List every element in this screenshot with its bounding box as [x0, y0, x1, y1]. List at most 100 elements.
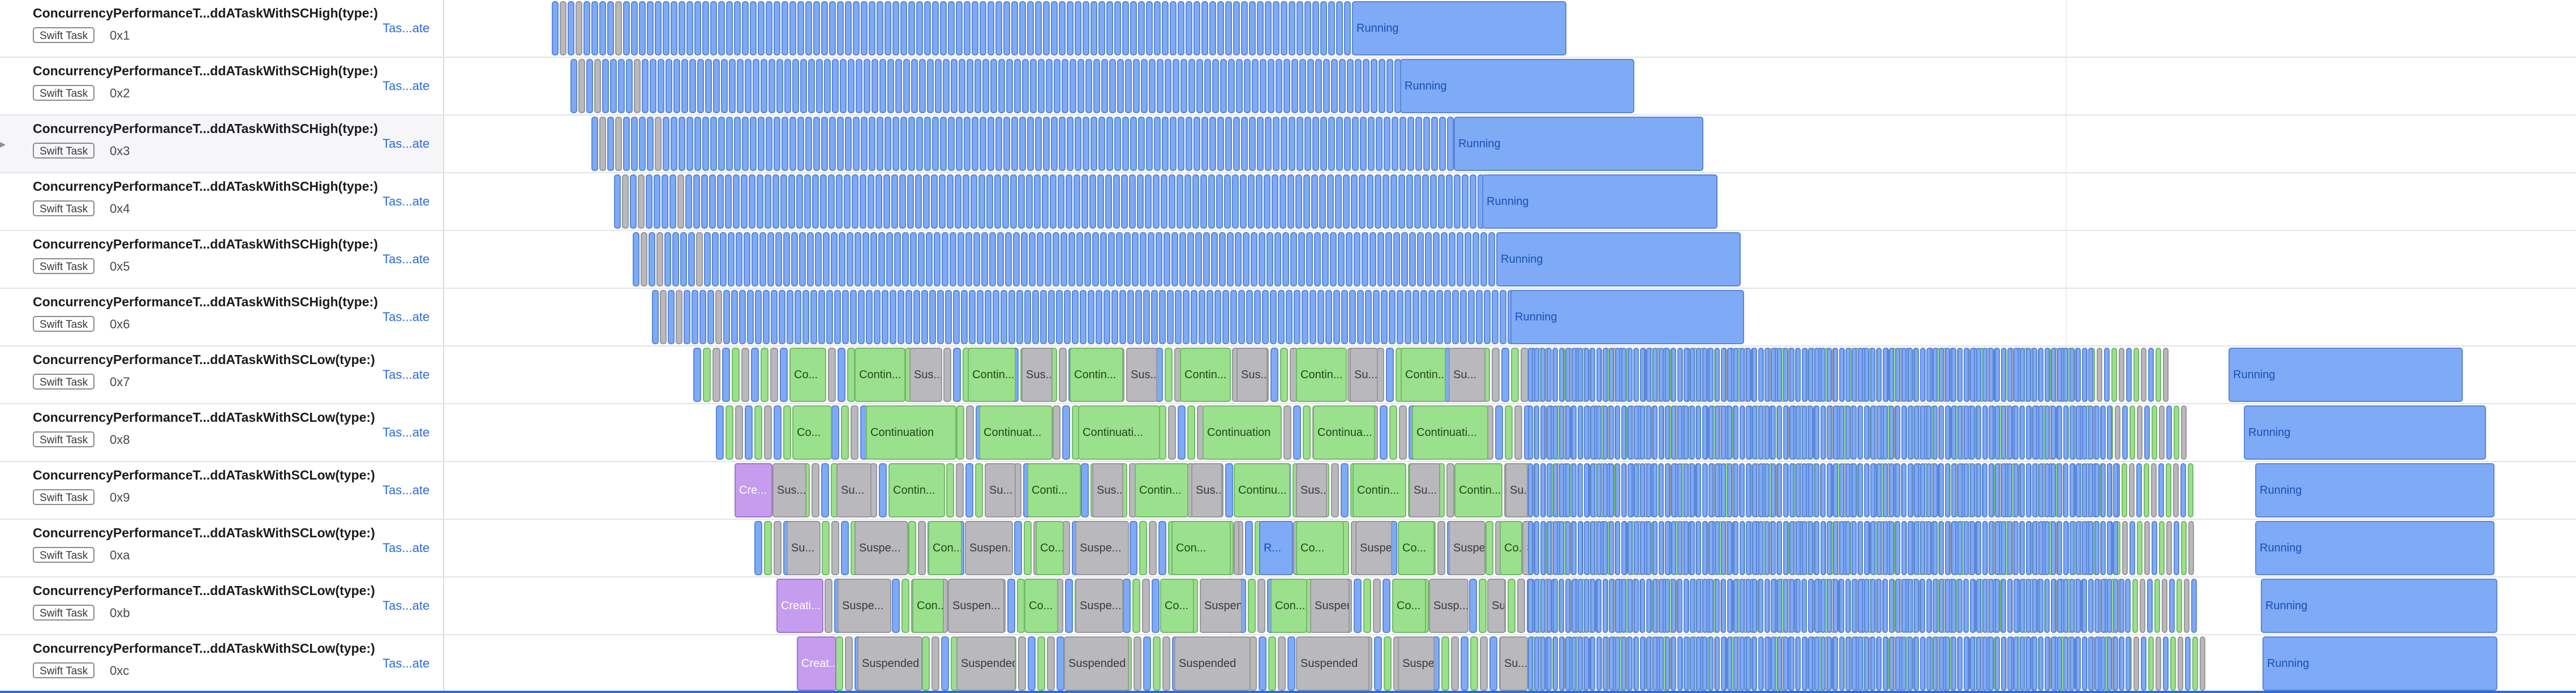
state-segment[interactable]: [1964, 463, 1969, 517]
state-segment[interactable]: [1266, 232, 1273, 286]
state-segment[interactable]: [753, 59, 759, 113]
state-segment[interactable]: [977, 290, 984, 344]
state-segment[interactable]: [1024, 521, 1032, 575]
state-segment[interactable]: [1072, 290, 1079, 344]
state-segment[interactable]: [1492, 290, 1499, 344]
state-segment[interactable]: Co...: [1500, 521, 1522, 575]
state-segment[interactable]: [745, 405, 753, 460]
state-segment[interactable]: [1119, 290, 1126, 344]
state-segment[interactable]: [1845, 405, 1851, 460]
state-segment[interactable]: [941, 636, 949, 691]
state-segment[interactable]: [1845, 348, 1851, 402]
state-segment[interactable]: [1976, 348, 1981, 402]
state-segment[interactable]: [892, 117, 899, 171]
state-segment[interactable]: [652, 290, 659, 344]
state-segment[interactable]: [1062, 405, 1070, 460]
state-segment[interactable]: [1178, 1, 1184, 55]
state-segment[interactable]: [1162, 1, 1169, 55]
state-segment[interactable]: [1727, 636, 1732, 691]
state-segment[interactable]: [1314, 232, 1321, 286]
state-segment[interactable]: [1621, 463, 1626, 517]
state-segment[interactable]: [1690, 521, 1695, 575]
state-segment[interactable]: [1970, 463, 1975, 517]
state-segment[interactable]: [1783, 348, 1788, 402]
state-segment[interactable]: [1219, 232, 1226, 286]
state-segment[interactable]: [845, 636, 853, 691]
state-segment[interactable]: [2088, 463, 2093, 517]
state-segment[interactable]: [1547, 405, 1552, 460]
state-segment[interactable]: [1640, 405, 1645, 460]
state-segment[interactable]: [752, 232, 758, 286]
state-segment[interactable]: [1278, 290, 1285, 344]
state-segment[interactable]: [1945, 579, 1950, 633]
state-segment[interactable]: [1559, 521, 1564, 575]
state-segment[interactable]: [1777, 521, 1782, 575]
state-segment[interactable]: [1303, 174, 1310, 229]
state-segment[interactable]: [1578, 579, 1583, 633]
state-segment[interactable]: [1696, 579, 1701, 633]
state-segment[interactable]: [737, 59, 744, 113]
state-segment[interactable]: [1517, 579, 1525, 633]
state-segment[interactable]: [685, 174, 692, 229]
state-segment[interactable]: [845, 117, 852, 171]
state-segment[interactable]: [1014, 521, 1022, 575]
state-segment[interactable]: [1534, 579, 1539, 633]
state-segment[interactable]: [688, 232, 695, 286]
state-segment[interactable]: [1056, 290, 1063, 344]
state-segment[interactable]: [1665, 521, 1670, 575]
state-segment[interactable]: [924, 1, 931, 55]
state-segment[interactable]: [1708, 348, 1714, 402]
state-segment[interactable]: [1901, 463, 1907, 517]
state-segment[interactable]: [1011, 1, 1018, 55]
state-segment[interactable]: [1067, 117, 1074, 171]
state-segment[interactable]: [663, 1, 669, 55]
state-segment[interactable]: [1572, 579, 1577, 633]
state-segment[interactable]: [1146, 1, 1153, 55]
state-segment[interactable]: [1901, 636, 1907, 691]
state-segment[interactable]: [1096, 290, 1102, 344]
state-segment[interactable]: [953, 290, 960, 344]
state-segment[interactable]: [1814, 579, 1819, 633]
state-segment[interactable]: [1914, 405, 1919, 460]
state-segment[interactable]: [1528, 405, 1533, 460]
state-segment[interactable]: [722, 348, 730, 402]
state-segment[interactable]: Con...: [928, 521, 962, 575]
state-segment[interactable]: [1298, 232, 1305, 286]
state-segment[interactable]: [1833, 405, 1838, 460]
state-segment[interactable]: [2119, 636, 2124, 691]
state-segment[interactable]: [1322, 232, 1329, 286]
state-segment[interactable]: [1802, 636, 1807, 691]
state-segment[interactable]: [766, 117, 772, 171]
state-segment[interactable]: [1696, 521, 1701, 575]
state-segment[interactable]: [1621, 579, 1626, 633]
state-segment[interactable]: [1354, 232, 1360, 286]
state-segment[interactable]: [994, 174, 1001, 229]
state-segment[interactable]: [828, 174, 835, 229]
state-segment[interactable]: [1852, 463, 1857, 517]
state-segment[interactable]: [1465, 232, 1471, 286]
state-segment[interactable]: [1460, 290, 1467, 344]
state-segment[interactable]: Running: [1496, 232, 1741, 286]
state-segment[interactable]: [871, 59, 878, 113]
state-segment[interactable]: [1764, 463, 1770, 517]
state-segment[interactable]: [922, 636, 930, 691]
state-segment[interactable]: [641, 232, 647, 286]
state-segment[interactable]: [2159, 521, 2165, 575]
state-segment[interactable]: [1572, 348, 1577, 402]
task-link[interactable]: Tas...ate: [383, 483, 430, 497]
state-segment[interactable]: [1451, 636, 1459, 691]
state-segment[interactable]: [993, 290, 999, 344]
state-segment[interactable]: [1771, 348, 1776, 402]
state-segment[interactable]: [615, 1, 622, 55]
state-segment[interactable]: [2148, 636, 2154, 691]
state-segment[interactable]: [1908, 348, 1913, 402]
state-segment[interactable]: [780, 348, 788, 402]
state-segment[interactable]: [2001, 348, 2006, 402]
state-segment[interactable]: [1222, 290, 1229, 344]
state-segment[interactable]: [2104, 348, 2110, 402]
state-segment[interactable]: [1684, 463, 1689, 517]
state-segment[interactable]: [1982, 348, 1987, 402]
state-segment[interactable]: Co...: [1024, 579, 1058, 633]
state-segment[interactable]: [1652, 463, 1658, 517]
state-segment[interactable]: [1386, 59, 1393, 113]
